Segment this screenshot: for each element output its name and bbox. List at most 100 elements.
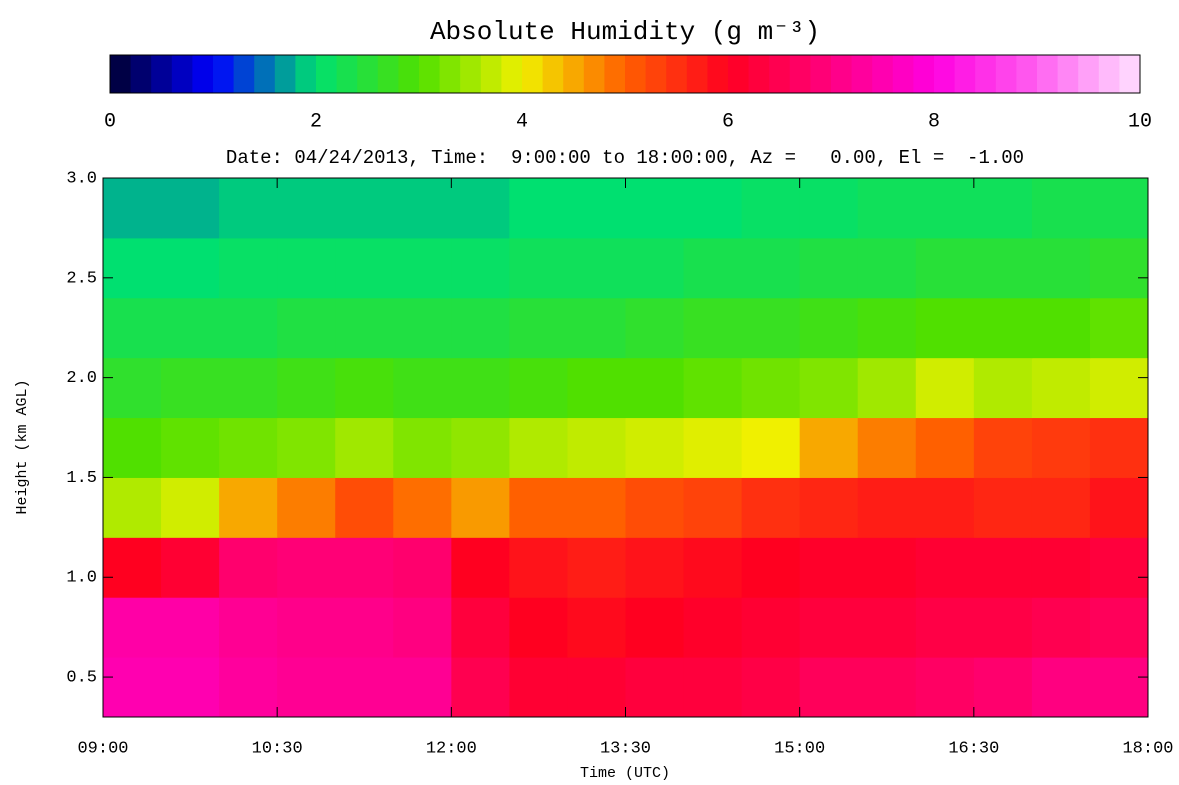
heatmap-cell xyxy=(335,597,394,658)
heatmap-cell xyxy=(103,597,162,658)
heatmap-cell xyxy=(335,537,394,598)
heatmap-cell xyxy=(277,597,336,658)
colorbar-swatch xyxy=(460,55,482,93)
heatmap-cell xyxy=(1031,597,1091,658)
heatmap-cell xyxy=(567,178,626,239)
heatmap-cell xyxy=(799,537,859,598)
x-tick-label: 18:00 xyxy=(1122,739,1173,758)
heatmap-cell xyxy=(103,417,162,478)
heatmap-cell xyxy=(1031,297,1091,359)
heatmap-cell xyxy=(451,537,510,598)
heatmap-cell xyxy=(277,657,336,718)
colorbar-swatch xyxy=(357,55,379,93)
heatmap-cell xyxy=(1089,537,1149,598)
colorbar-tick-label: 0 xyxy=(104,110,116,133)
heatmap-cell xyxy=(161,357,220,419)
colorbar-swatch xyxy=(1016,55,1038,93)
heatmap-cell xyxy=(509,597,568,658)
heatmap-cell xyxy=(393,537,452,598)
heatmap-cell xyxy=(973,417,1033,478)
heatmap-cell xyxy=(567,537,626,598)
colorbar-swatch xyxy=(789,55,811,93)
colorbar-swatch xyxy=(954,55,976,93)
colorbar-tick-label: 4 xyxy=(516,110,528,133)
heatmap-cell xyxy=(219,178,278,239)
heatmap-cell xyxy=(161,477,220,538)
heatmap-cell xyxy=(219,477,278,538)
heatmap-cell xyxy=(857,657,917,718)
colorbar-swatch xyxy=(769,55,791,93)
colorbar-swatch xyxy=(336,55,358,93)
heatmap-cell xyxy=(509,417,568,478)
heatmap-cell xyxy=(799,237,859,299)
heatmap-cell xyxy=(799,357,859,419)
colorbar-swatch xyxy=(419,55,441,93)
heatmap-cell xyxy=(799,297,859,359)
heatmap-cell xyxy=(277,357,336,419)
heatmap-cell xyxy=(161,597,220,658)
colorbar-swatch xyxy=(913,55,935,93)
heatmap-cell xyxy=(1031,357,1091,419)
heatmap-cell xyxy=(219,417,278,478)
heatmap-cell xyxy=(277,237,336,299)
heatmap-cell xyxy=(683,237,743,299)
x-tick-label: 16:30 xyxy=(948,739,999,758)
colorbar-tick-label: 6 xyxy=(722,110,734,133)
heatmap-cell xyxy=(625,537,685,598)
heatmap-cell xyxy=(277,178,336,239)
heatmap-cell xyxy=(277,417,336,478)
colorbar-swatch xyxy=(563,55,585,93)
y-tick-label: 1.5 xyxy=(66,469,97,488)
heatmap-cell xyxy=(799,597,859,658)
heatmap-cell xyxy=(393,657,452,718)
heatmap-cell xyxy=(161,178,220,239)
heatmap-cell xyxy=(103,357,162,419)
heatmap-cell xyxy=(103,237,162,299)
heatmap-cell xyxy=(1031,178,1091,239)
heatmap-cell xyxy=(103,297,162,359)
x-tick-label: 09:00 xyxy=(77,739,128,758)
y-tick-label: 1.0 xyxy=(66,569,97,588)
colorbar-swatch xyxy=(1078,55,1100,93)
colorbar-swatch xyxy=(522,55,544,93)
heatmap-cell xyxy=(683,297,743,359)
heatmap-cell xyxy=(393,178,452,239)
heatmap-cell xyxy=(625,237,685,299)
colorbar-swatch xyxy=(295,55,317,93)
heatmap-cell xyxy=(973,477,1033,538)
heatmap-cell xyxy=(799,477,859,538)
heatmap-cell xyxy=(857,417,917,478)
colorbar-swatch xyxy=(748,55,770,93)
heatmap-cell xyxy=(857,597,917,658)
heatmap-cell xyxy=(219,297,278,359)
heatmap-cell xyxy=(509,657,568,718)
heatmap-cell xyxy=(973,297,1033,359)
heatmap-cell xyxy=(1089,417,1149,478)
colorbar-swatch xyxy=(810,55,832,93)
heatmap-cell xyxy=(1089,357,1149,419)
heatmap-cell xyxy=(625,657,685,718)
heatmap-cell xyxy=(741,237,801,299)
colorbar-swatch xyxy=(398,55,420,93)
heatmap-cell xyxy=(915,597,975,658)
heatmap-cell xyxy=(1089,297,1149,359)
heatmap-cell xyxy=(1089,178,1149,239)
heatmap-cell xyxy=(509,357,568,419)
heatmap-cell xyxy=(973,657,1033,718)
heatmap-cell xyxy=(625,357,685,419)
heatmap-cell xyxy=(451,357,510,419)
colorbar-swatch xyxy=(110,55,132,93)
heatmap-cell xyxy=(451,477,510,538)
heatmap-cell xyxy=(799,657,859,718)
heatmap-cell xyxy=(509,537,568,598)
heatmap-cell xyxy=(915,178,975,239)
heatmap-cell xyxy=(683,178,743,239)
colorbar-swatch xyxy=(995,55,1017,93)
colorbar-swatch xyxy=(171,55,193,93)
heatmap-cell xyxy=(335,417,394,478)
heatmap-cell xyxy=(509,178,568,239)
y-tick-label: 2.5 xyxy=(66,269,97,288)
heatmap-cell xyxy=(219,657,278,718)
colorbar-swatch xyxy=(274,55,296,93)
heatmap-cell xyxy=(393,237,452,299)
